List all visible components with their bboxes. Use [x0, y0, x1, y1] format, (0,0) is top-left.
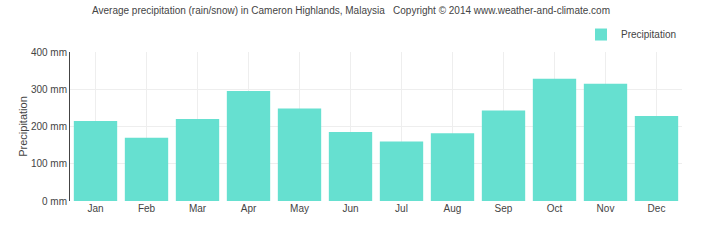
svg-text:Jun: Jun — [342, 203, 358, 214]
svg-text:Sep: Sep — [495, 203, 513, 214]
svg-text:Dec: Dec — [648, 203, 666, 214]
svg-text:Aug: Aug — [444, 203, 462, 214]
svg-text:Nov: Nov — [597, 203, 615, 214]
svg-text:Precipitation: Precipitation — [17, 96, 29, 157]
svg-text:Oct: Oct — [547, 203, 563, 214]
svg-text:200 mm: 200 mm — [31, 121, 67, 132]
svg-text:Mar: Mar — [189, 203, 207, 214]
svg-text:Average precipitation (rain/sn: Average precipitation (rain/snow) in Cam… — [92, 5, 610, 16]
svg-text:0 mm: 0 mm — [42, 196, 67, 207]
svg-text:Jul: Jul — [395, 203, 408, 214]
svg-text:100 mm: 100 mm — [31, 158, 67, 169]
svg-text:May: May — [290, 203, 309, 214]
svg-text:300 mm: 300 mm — [31, 84, 67, 95]
svg-text:Apr: Apr — [241, 203, 257, 214]
svg-text:Jan: Jan — [87, 203, 103, 214]
svg-text:Precipitation: Precipitation — [621, 29, 676, 40]
svg-text:400 mm: 400 mm — [31, 47, 67, 58]
svg-text:Feb: Feb — [138, 203, 156, 214]
